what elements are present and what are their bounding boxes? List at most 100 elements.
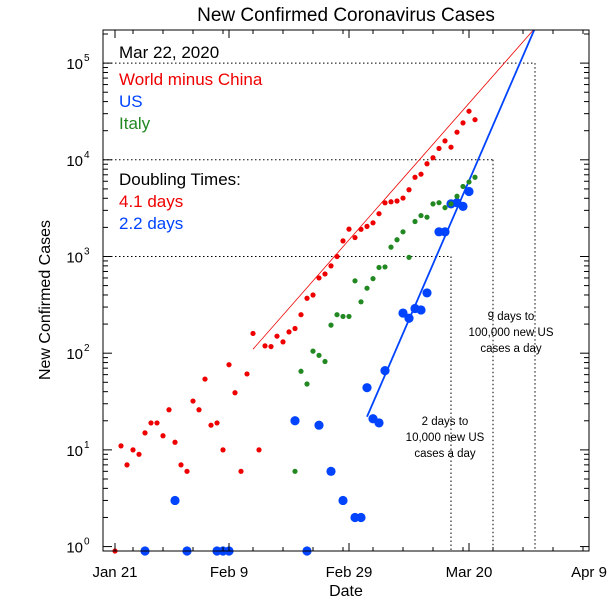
italy-point — [370, 276, 376, 282]
world-minus-china-point — [196, 407, 202, 413]
world-minus-china-point — [340, 238, 346, 244]
y-tick-label: 10 — [66, 346, 83, 363]
italy-point — [376, 264, 382, 271]
annotation-line: 2 days to — [422, 416, 469, 428]
world-minus-china-point — [442, 138, 448, 144]
world-minus-china-point — [238, 468, 244, 474]
y-tick-label: 10 — [66, 540, 83, 557]
world-minus-china-point — [424, 161, 430, 167]
legend-entry: World minus China — [119, 70, 263, 89]
world-minus-china-point — [436, 145, 442, 152]
world-minus-china-point — [304, 295, 310, 301]
y-tick-label: 10 — [66, 153, 83, 170]
y-tick-label: 10 — [66, 249, 83, 266]
world-minus-china-point — [136, 451, 142, 457]
world-minus-china-point — [202, 376, 208, 382]
italy-point — [454, 193, 460, 199]
italy-point — [460, 183, 466, 190]
world-minus-china-point — [262, 343, 268, 349]
us-point — [374, 418, 384, 428]
x-axis-label: Date — [329, 583, 363, 600]
world-minus-china-point — [178, 462, 184, 468]
world-minus-china-point — [208, 422, 214, 428]
us-point — [380, 366, 390, 376]
italy-point — [430, 201, 436, 207]
legend-entry: Italy — [119, 114, 151, 133]
world-minus-china-point — [412, 174, 418, 180]
y-tick-exponent: 0 — [84, 537, 90, 548]
italy-point — [346, 313, 352, 320]
italy-point — [364, 285, 370, 291]
doubling-value: 4.1 days — [119, 192, 183, 211]
world-minus-china-point — [298, 312, 304, 318]
y-tick-exponent: 2 — [84, 343, 90, 354]
world-minus-china-point — [130, 447, 136, 453]
world-minus-china-point — [334, 253, 340, 260]
data-points — [112, 108, 478, 556]
y-tick-exponent: 1 — [84, 440, 90, 451]
world-minus-china-point — [160, 433, 166, 439]
y-tick-label: 10 — [66, 56, 83, 73]
world-minus-china-point — [352, 234, 358, 241]
world-minus-china-point — [256, 447, 262, 453]
world-minus-china-point — [376, 211, 382, 217]
world-minus-china-point — [166, 407, 172, 413]
world-minus-china-point — [322, 271, 328, 277]
italy-point — [322, 358, 328, 365]
world-minus-china-point — [460, 120, 466, 126]
italy-point — [382, 264, 388, 270]
us-point — [338, 495, 348, 506]
us-point — [440, 227, 450, 237]
italy-point — [334, 312, 340, 318]
world-minus-china-point — [346, 226, 352, 232]
italy-point — [340, 313, 346, 320]
italy-point — [406, 254, 412, 260]
world-minus-china-point — [310, 292, 316, 298]
fit-line — [366, 29, 536, 418]
world-minus-china-point — [394, 198, 400, 204]
doubling-heading: Doubling Times: — [119, 170, 241, 189]
x-tick-label: Mar 20 — [446, 564, 493, 581]
world-minus-china-point — [250, 330, 256, 337]
italy-point — [310, 348, 316, 354]
annotation-line: cases a day — [414, 448, 476, 460]
world-minus-china-point — [286, 329, 292, 335]
italy-point — [424, 214, 430, 220]
world-minus-china-point — [268, 343, 274, 350]
italy-point — [418, 212, 424, 219]
fit-line — [252, 29, 534, 350]
world-minus-china-point — [370, 220, 376, 226]
world-minus-china-point — [292, 325, 298, 332]
world-minus-china-point — [328, 263, 334, 269]
world-minus-china-point — [406, 187, 412, 193]
world-minus-china-point — [472, 117, 478, 123]
italy-point — [472, 174, 478, 180]
world-minus-china-point — [358, 226, 364, 232]
x-tick-label: Jan 21 — [92, 564, 137, 581]
world-minus-china-point — [244, 371, 250, 377]
us-point — [290, 416, 300, 426]
world-minus-china-point — [280, 339, 286, 345]
world-minus-china-point — [184, 468, 190, 474]
italy-point — [316, 352, 322, 358]
world-minus-china-point — [400, 195, 406, 201]
world-minus-china-point — [274, 333, 280, 339]
y-tick-exponent: 4 — [84, 150, 90, 161]
italy-point — [442, 205, 448, 211]
x-tick-label: Feb 9 — [210, 564, 248, 581]
plot-frame — [102, 29, 590, 552]
world-minus-china-point — [118, 443, 124, 449]
world-minus-china-point — [148, 420, 154, 426]
world-minus-china-point — [316, 275, 322, 281]
annotation-line: 10,000 new US — [406, 432, 485, 444]
world-minus-china-point — [388, 199, 394, 205]
world-minus-china-point — [466, 108, 472, 114]
us-point — [398, 308, 408, 318]
italy-point — [466, 179, 472, 185]
italy-point — [298, 368, 304, 374]
us-point — [314, 420, 324, 430]
annotations: Mar 22, 2020 World minus China US Italy Doub… — [119, 43, 554, 460]
italy-point — [388, 244, 394, 250]
world-minus-china-point — [124, 462, 130, 468]
